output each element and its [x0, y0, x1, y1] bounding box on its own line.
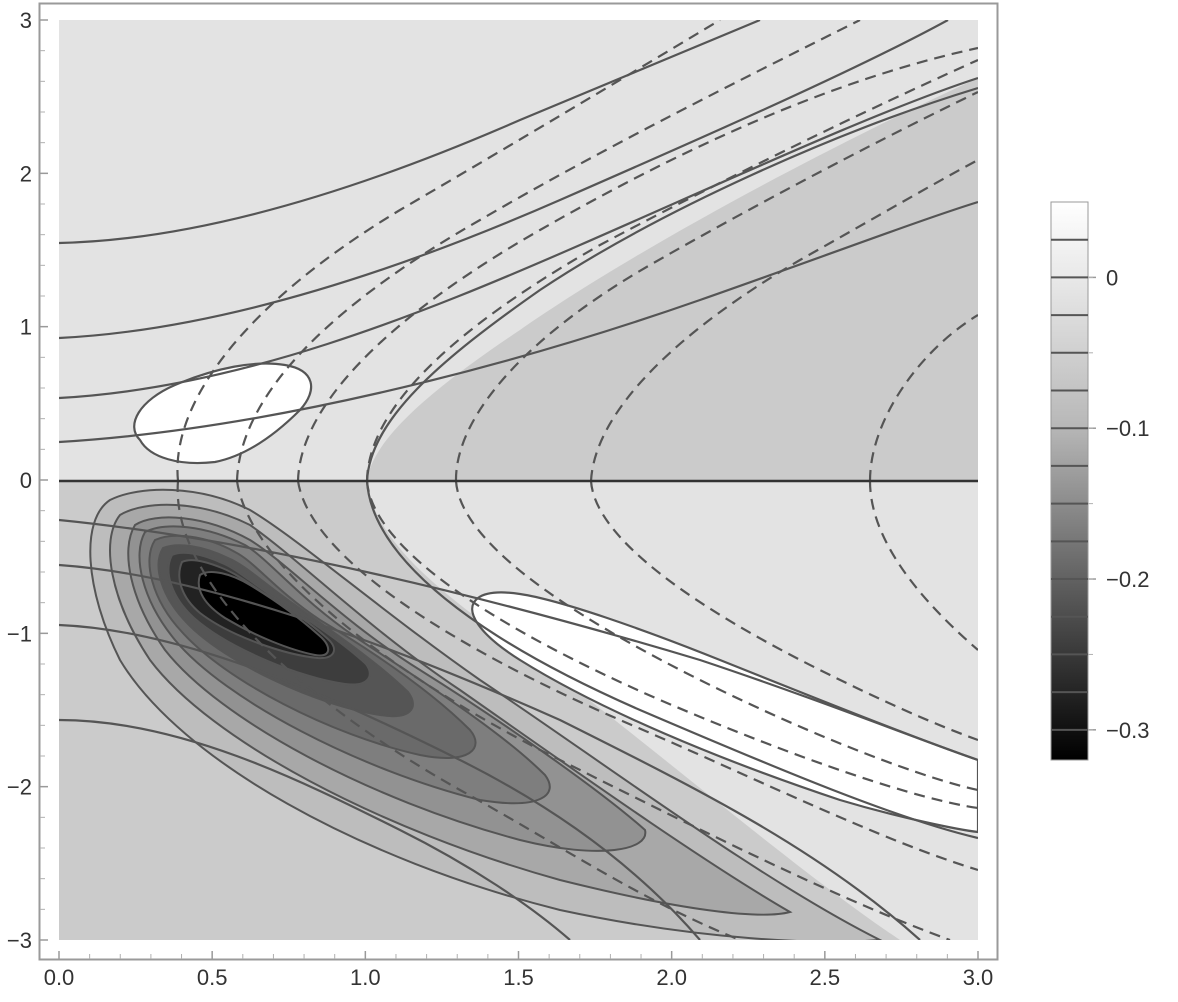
lobe-core	[197, 571, 330, 657]
x-tick-label: 2.0	[656, 965, 687, 990]
x-tick-label: 2.5	[810, 965, 841, 990]
solid-contours-lower	[59, 480, 978, 940]
dashed-contour-line	[589, 480, 978, 742]
dashed-contour-line	[176, 480, 741, 940]
dashed-contours	[176, 20, 978, 940]
dashed-contour-line	[365, 480, 978, 810]
contour-line	[59, 518, 978, 762]
y-tick-label: −3	[7, 928, 32, 953]
x-tick-label: 1.5	[503, 965, 534, 990]
dashed-contour-line	[176, 20, 721, 482]
y-tick-label: −2	[7, 775, 32, 800]
dashed-contour-line	[868, 314, 978, 482]
dashed-contour-line	[868, 480, 978, 651]
colorbar-tick-label: −0.1	[1106, 416, 1149, 441]
dashed-contour-line	[296, 480, 978, 872]
dashed-contour-line	[235, 480, 951, 940]
solid-contours-upper	[59, 20, 978, 482]
y-tick-label: 2	[20, 161, 32, 186]
contour-line	[59, 20, 761, 245]
dashed-contour-line	[296, 46, 978, 482]
colorbar-tick-label: 0	[1106, 265, 1118, 290]
colorbar-tick-label: −0.3	[1106, 718, 1149, 743]
y-axis-ticks: −3 −2 −1 0 1 2 3	[7, 8, 48, 953]
x-tick-label: 1.0	[350, 965, 381, 990]
colorbar-gradient	[1050, 201, 1089, 761]
contour-line	[365, 86, 978, 482]
y-tick-label: 1	[20, 315, 32, 340]
colorbar-tick-label: −0.2	[1106, 567, 1149, 592]
x-axis-ticks: 0.0 0.5 1.0 1.5 2.0 2.5 3.0	[44, 951, 994, 990]
contour-line	[59, 563, 921, 940]
y-tick-label: 0	[20, 468, 32, 493]
dashed-contour-line	[235, 20, 861, 482]
x-tick-label: 0.5	[197, 965, 228, 990]
dashed-contour-line	[589, 159, 978, 482]
contour-line	[59, 718, 571, 940]
contour-line	[59, 20, 949, 340]
contour-line	[59, 200, 978, 444]
colorbar-bands	[1051, 238, 1088, 731]
y-tick-label: 3	[20, 8, 32, 33]
white-island-upper	[133, 362, 313, 465]
contour-line	[59, 623, 701, 940]
x-tick-label: 0.0	[44, 965, 75, 990]
contour-line	[59, 76, 978, 400]
dashed-contour-line	[454, 91, 978, 482]
x-tick-label: 3.0	[963, 965, 994, 990]
colorbar-ticks: 0 −0.1 −0.2 −0.3	[1088, 265, 1149, 743]
colorbar: 0 −0.1 −0.2 −0.3	[1050, 201, 1149, 761]
upper-right-band	[367, 78, 978, 481]
contour-line	[365, 480, 978, 840]
y-tick-label: −1	[7, 621, 32, 646]
dashed-contour-line	[365, 58, 978, 482]
